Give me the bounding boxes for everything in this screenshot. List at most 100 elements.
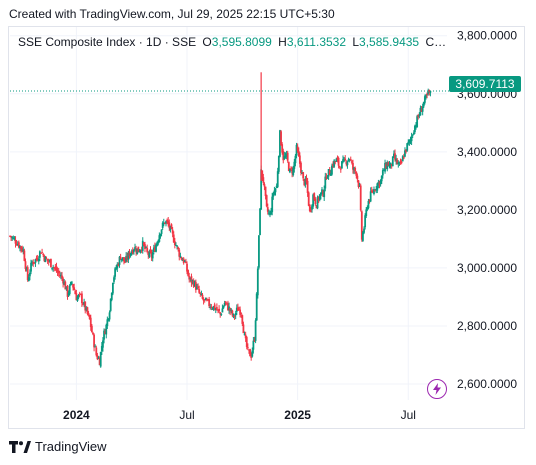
candle-body [312, 194, 315, 207]
candle-body [199, 292, 202, 294]
candle-body [306, 180, 309, 193]
candle-body [120, 258, 123, 261]
candle-body [77, 294, 80, 297]
candle-body [388, 164, 391, 167]
lightning-icon[interactable] [427, 379, 447, 399]
candle-body [213, 304, 216, 310]
candle-body [133, 249, 135, 252]
candle-body [277, 156, 280, 172]
candle-body [79, 293, 82, 295]
candle-body [58, 274, 61, 276]
candle-body [148, 250, 151, 257]
candle-body [149, 249, 152, 253]
candle-body [202, 299, 205, 301]
candle-body [389, 162, 392, 166]
candle-body [172, 234, 175, 243]
candle-body [208, 299, 211, 307]
candle-body [54, 267, 57, 269]
candle-body [128, 251, 131, 257]
candle-body [275, 185, 278, 189]
candle-body [271, 196, 274, 213]
candle-body [333, 160, 336, 167]
candle-body [125, 255, 128, 262]
candle-body [30, 262, 32, 272]
candle-body [352, 163, 354, 170]
candle-body [241, 315, 244, 324]
candle-body [92, 332, 94, 335]
candle-body [214, 308, 217, 310]
candle-body [263, 184, 266, 187]
candle-body [273, 190, 276, 195]
candle-body [334, 161, 337, 163]
candle-body [310, 210, 312, 212]
candle-body [287, 162, 290, 171]
candle-body [193, 281, 196, 287]
candle-body [332, 164, 334, 167]
candle-body [251, 350, 254, 357]
candle-body [76, 296, 79, 301]
candle-body [67, 292, 70, 296]
candle-body [181, 260, 184, 262]
candle-body [15, 243, 18, 246]
candle-body [282, 151, 285, 161]
brand-name: TradingView [35, 439, 107, 454]
candle-body [109, 298, 112, 311]
candle-body [130, 251, 133, 255]
open-label: O [202, 35, 212, 49]
candle-body [262, 177, 265, 183]
candle-body [363, 228, 365, 233]
candle-body [371, 191, 374, 193]
candle-body [426, 93, 428, 96]
candle-body [230, 309, 233, 311]
candle-body [390, 164, 393, 166]
candle-body [253, 339, 256, 342]
last-price-tag: 3,609.7113 [449, 76, 521, 92]
candle-body [428, 90, 431, 92]
candle-body [335, 158, 338, 162]
candle-body [34, 259, 37, 263]
candle-body [146, 247, 149, 252]
y-tick-label: 3,200.0000 [457, 203, 517, 217]
candle-body [429, 90, 432, 93]
candle-body [379, 179, 382, 185]
candle-body [256, 268, 259, 296]
candle-body [375, 188, 378, 190]
candle-body [41, 252, 43, 254]
candle-body [23, 250, 26, 261]
candle-body [44, 256, 47, 263]
candle-body [55, 266, 58, 272]
candle-body [237, 307, 239, 311]
candle-body [358, 186, 361, 188]
candle-body [21, 247, 24, 252]
candle-body [200, 293, 203, 295]
candle-body [343, 158, 346, 161]
created-with-text: Created with TradingView.com, Jul 29, 20… [9, 7, 335, 21]
candle-body [136, 248, 139, 254]
candle-body [191, 280, 194, 282]
candle-body [220, 313, 223, 315]
low-label: L [352, 35, 360, 49]
candle-body [141, 240, 144, 251]
candle-body [396, 159, 399, 165]
candle-body [397, 162, 400, 165]
candle-body [406, 143, 409, 151]
candle-body [186, 263, 188, 272]
candle-body [283, 155, 286, 160]
candle-body [395, 158, 398, 161]
candle-body [51, 267, 53, 269]
candle-body [66, 285, 69, 297]
candle-body [206, 299, 208, 301]
candle-body [416, 116, 419, 128]
candle-body [242, 324, 245, 334]
candle-body [48, 260, 51, 262]
candle-body [293, 161, 296, 169]
candle-body [259, 208, 261, 236]
candle-body [353, 167, 355, 171]
candle-body [103, 330, 105, 340]
candle-body [42, 253, 45, 255]
candle-body [281, 144, 284, 153]
candle-body [45, 258, 48, 260]
candle-body [228, 306, 230, 311]
candle-body [360, 211, 363, 240]
